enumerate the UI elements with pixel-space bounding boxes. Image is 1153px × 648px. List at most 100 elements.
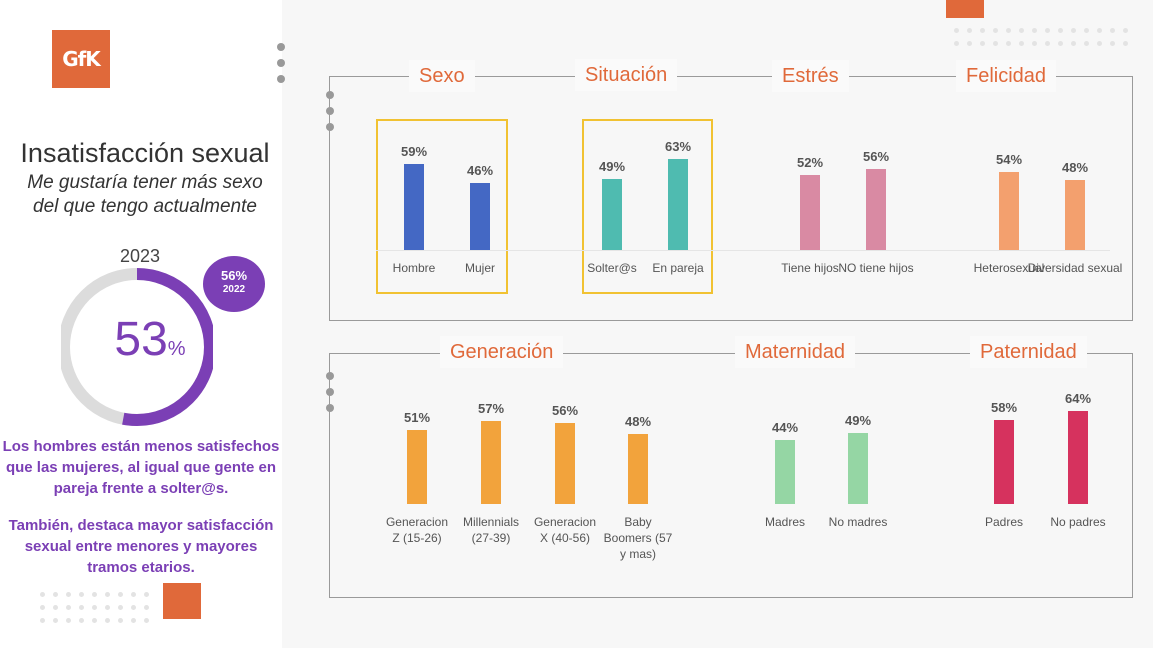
decorative-dot — [954, 28, 959, 33]
decorative-dot — [144, 618, 149, 623]
bar — [602, 178, 622, 250]
bar-value-label: 51% — [403, 410, 431, 426]
decorative-dot — [118, 605, 123, 610]
decorative-dot — [105, 605, 110, 610]
decorative-dot — [92, 592, 97, 597]
decorative-dot — [1084, 28, 1089, 33]
decorative-square — [163, 583, 201, 619]
category-label: NO tiene hijos — [838, 261, 914, 275]
badge-value: 56% — [220, 268, 248, 283]
decorative-dot — [277, 75, 285, 83]
decorative-dot — [66, 605, 71, 610]
highlight-box-sexo — [376, 119, 508, 294]
note1-line-3: pareja frente a solter@s. — [53, 480, 229, 497]
bar — [848, 432, 868, 504]
note2-line-1: También, destaca mayor satisfacción — [8, 517, 274, 534]
decorative-dot — [980, 41, 985, 46]
category-label: Generacion Z (15-26) — [385, 515, 449, 545]
top-chart-panel — [329, 76, 1133, 321]
decorative-dot — [40, 592, 45, 597]
main-value: 53 — [114, 313, 168, 366]
decorative-dot — [326, 123, 334, 131]
note2-line-3: tramos etarios. — [87, 559, 195, 576]
decorative-dot — [1071, 28, 1076, 33]
decorative-dot — [79, 592, 84, 597]
decorative-dot — [326, 372, 334, 380]
right-panel — [282, 0, 1153, 648]
decorative-dot — [1071, 41, 1076, 46]
bar-value-label: 49% — [844, 412, 872, 428]
decorative-square-top — [946, 0, 984, 18]
decorative-dot — [92, 618, 97, 623]
subtitle-line-1: Me gustaría tener más sexo — [27, 172, 263, 193]
bar — [994, 419, 1014, 504]
decorative-dot — [1006, 28, 1011, 33]
category-label: No padres — [1050, 515, 1106, 529]
decorative-dot — [1058, 28, 1063, 33]
decorative-dot — [53, 592, 58, 597]
note-paragraph-2: También, destaca mayor satisfacción sexu… — [0, 515, 282, 578]
chart-title-4: Generación — [440, 336, 564, 368]
category-label: Padres — [984, 515, 1024, 529]
main-unit: % — [167, 338, 186, 360]
subtitle-line-2: del que tengo actualmente — [33, 196, 257, 217]
highlight-box-situacion — [582, 119, 713, 294]
decorative-dot — [326, 404, 334, 412]
decorative-dot — [277, 59, 285, 67]
category-label: Millennials (27-39) — [462, 515, 520, 545]
bar-value-label: 56% — [862, 148, 890, 164]
category-label: Generacion X (40-56) — [533, 515, 597, 545]
decorative-dot — [118, 592, 123, 597]
decorative-dot — [980, 28, 985, 33]
decorative-dot — [105, 592, 110, 597]
bar — [407, 430, 427, 504]
bar — [404, 164, 424, 250]
category-label: Madres — [764, 515, 805, 529]
bar — [1068, 411, 1088, 504]
note1-line-1: Los hombres están menos satisfechos — [2, 438, 280, 455]
bar — [1065, 180, 1085, 250]
year-label: 2023 — [119, 246, 161, 266]
bar — [668, 158, 688, 250]
bar-value-label: 54% — [995, 151, 1023, 167]
decorative-dot — [144, 605, 149, 610]
bar — [775, 440, 795, 504]
main-percentage: 53% — [100, 312, 200, 367]
bar — [628, 434, 648, 504]
decorative-dot — [967, 28, 972, 33]
decorative-dot — [131, 592, 136, 597]
category-label: No madres — [828, 515, 888, 529]
chart-title-5: Maternidad — [735, 336, 856, 368]
bar-value-label: 59% — [400, 144, 428, 160]
category-label: Solter@s — [587, 261, 637, 275]
bar — [555, 422, 575, 504]
decorative-dot — [79, 618, 84, 623]
decorative-dot — [326, 388, 334, 396]
category-label: En pareja — [652, 261, 704, 275]
decorative-dot — [105, 618, 110, 623]
decorative-dot — [53, 605, 58, 610]
decorative-dot — [1097, 28, 1102, 33]
decorative-dot — [993, 28, 998, 33]
decorative-dot — [1110, 28, 1115, 33]
decorative-dot — [1045, 41, 1050, 46]
decorative-dot — [40, 618, 45, 623]
decorative-dot — [79, 605, 84, 610]
decorative-dot — [66, 592, 71, 597]
chart-title-1: Situación — [575, 59, 678, 91]
decorative-dot — [131, 618, 136, 623]
decorative-dot — [1019, 41, 1024, 46]
bar-value-label: 63% — [664, 138, 692, 154]
bar-value-label: 49% — [598, 158, 626, 174]
main-title: Insatisfacción sexual — [20, 138, 270, 168]
bar-value-label: 48% — [624, 414, 652, 430]
note-paragraph-1: Los hombres están menos satisfechos que … — [0, 436, 282, 499]
donut-value-arc — [61, 268, 213, 426]
decorative-dot — [1032, 41, 1037, 46]
bar-value-label: 64% — [1064, 391, 1092, 407]
decorative-dot — [993, 41, 998, 46]
previous-year-badge: 56% 2022 — [203, 256, 265, 312]
note2-line-2: sexual entre menores y mayores — [24, 538, 258, 555]
decorative-dot — [1123, 41, 1128, 46]
chart-title-6: Paternidad — [970, 336, 1087, 368]
